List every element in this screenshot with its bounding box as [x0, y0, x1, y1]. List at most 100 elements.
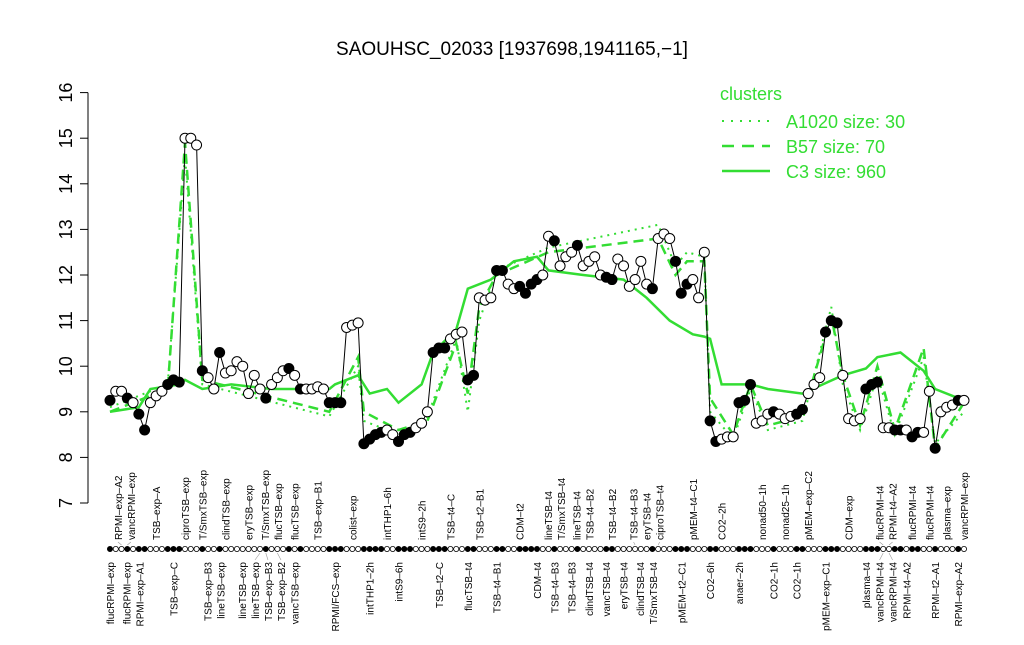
data-point — [854, 413, 866, 425]
x-label-upper: intS9–2h — [418, 501, 429, 540]
sample-marker — [464, 546, 471, 553]
sample-marker — [851, 546, 858, 553]
sample-marker — [609, 546, 616, 553]
x-label-lower: TSB–t4–B3 — [550, 562, 561, 614]
sample-marker — [776, 546, 783, 553]
sample-marker — [660, 546, 667, 553]
data-point — [831, 317, 843, 329]
data-point — [468, 369, 480, 381]
sample-marker — [678, 546, 685, 553]
x-label-upper: flucTSB–exp — [291, 483, 302, 540]
sample-marker — [834, 546, 841, 553]
sample-marker — [418, 546, 425, 553]
sample-marker — [222, 546, 229, 553]
sample-marker — [355, 546, 362, 553]
data-point — [439, 342, 451, 354]
sample-marker — [626, 546, 633, 553]
x-label-upper: flucRPMI–t4 — [876, 485, 887, 540]
x-label-upper: CDM–exp — [845, 495, 856, 540]
y-tick-label: 12 — [56, 265, 76, 285]
sample-marker — [135, 546, 142, 553]
x-label-lower: CO2–1h — [770, 562, 781, 599]
data-point — [104, 394, 116, 406]
data-series — [104, 132, 970, 553]
sample-marker — [251, 546, 258, 553]
x-label-upper: T/SmxTSB–exp — [198, 470, 209, 540]
cluster-line-c3 — [109, 255, 965, 414]
x-label-upper: T/SmxTSB–t4 — [557, 477, 568, 540]
x-label-lower: lineTSB–exp — [216, 562, 227, 619]
x-label-upper: nonad25–1h — [781, 484, 792, 540]
sample-marker — [724, 546, 731, 553]
sample-marker — [643, 546, 650, 553]
sample-marker — [470, 546, 477, 553]
sample-marker — [389, 546, 396, 553]
x-label-lower: CDM–t4 — [533, 562, 544, 599]
x-labels: RPMI–exp–A2 vancRPMI–exp TSB–exp–A ciproTSB… — [106, 470, 971, 632]
sample-marker — [603, 546, 610, 553]
sample-marker — [112, 546, 119, 553]
sample-marker — [118, 546, 125, 553]
sample-marker — [580, 546, 587, 553]
x-label-lower: T/SmxTSB–t4 — [649, 562, 660, 625]
data-point — [820, 326, 832, 338]
sample-marker — [430, 546, 437, 553]
sample-marker — [216, 546, 223, 553]
data-point — [191, 139, 203, 151]
data-point — [918, 426, 930, 438]
data-point — [837, 369, 849, 381]
sample-marker — [822, 546, 829, 553]
sample-marker — [961, 546, 968, 553]
cluster-line-b57 — [109, 142, 966, 452]
sample-marker — [787, 546, 794, 553]
x-label-lower: lineTSB–exp — [251, 562, 262, 619]
sample-marker — [332, 546, 339, 553]
sample-marker — [378, 546, 385, 553]
sample-marker — [585, 546, 592, 553]
sample-marker — [522, 546, 529, 553]
sample-marker — [482, 546, 489, 553]
sample-marker — [285, 546, 292, 553]
x-label-lower: flucRPMI–exp — [106, 562, 117, 625]
y-tick-label: 15 — [56, 128, 76, 148]
x-label-lower: pMEM–t2–C1 — [677, 562, 688, 624]
x-label-lower: pMEM–exp–C1 — [822, 562, 833, 631]
sample-marker — [505, 546, 512, 553]
sample-marker — [655, 546, 662, 553]
sample-marker — [874, 546, 881, 553]
legend: clusters A1020 size: 30 B57 size: 70 C3 … — [720, 84, 905, 182]
x-label-lower: plasma–t4 — [862, 562, 873, 609]
y-tick-label: 10 — [56, 356, 76, 376]
sample-marker — [487, 546, 494, 553]
sample-marker — [239, 546, 246, 553]
sample-marker — [816, 546, 823, 553]
x-label-upper: eryTSB–t4 — [643, 492, 654, 540]
x-label-leader — [117, 541, 122, 546]
data-point — [421, 406, 433, 418]
x-label-upper: TSB–exp–A — [152, 486, 163, 540]
x-label-lower: anaer–2h — [735, 562, 746, 604]
data-point — [571, 239, 583, 251]
sample-marker — [949, 546, 956, 553]
sample-marker — [839, 546, 846, 553]
x-label-lower: TSB–exp–B2 — [277, 562, 288, 621]
legend-entry-a1020: A1020 size: 30 — [786, 112, 905, 132]
sample-marker — [453, 546, 460, 553]
y-tick-label: 9 — [56, 407, 76, 417]
x-label-leader — [888, 552, 893, 561]
x-label-lower: vancRPMI–t4 — [876, 562, 887, 622]
sample-marker — [885, 546, 892, 553]
sample-marker — [943, 546, 950, 553]
x-label-lower: intTHP1–2h — [366, 562, 377, 615]
sample-marker — [620, 546, 627, 553]
x-label-lower: TSB–t2–C — [435, 562, 446, 608]
sample-marker — [574, 546, 581, 553]
y-axis: 7 8 9 10 11 12 13 14 15 16 — [56, 83, 89, 508]
sample-marker — [424, 546, 431, 553]
x-label-lower: TSB–exp–C — [169, 562, 180, 616]
x-label-upper: TSB–t4–B3 — [630, 488, 641, 540]
data-point — [669, 255, 681, 267]
sample-marker — [476, 546, 483, 553]
data-point — [727, 431, 739, 443]
cluster-line-a1020 — [109, 156, 965, 446]
